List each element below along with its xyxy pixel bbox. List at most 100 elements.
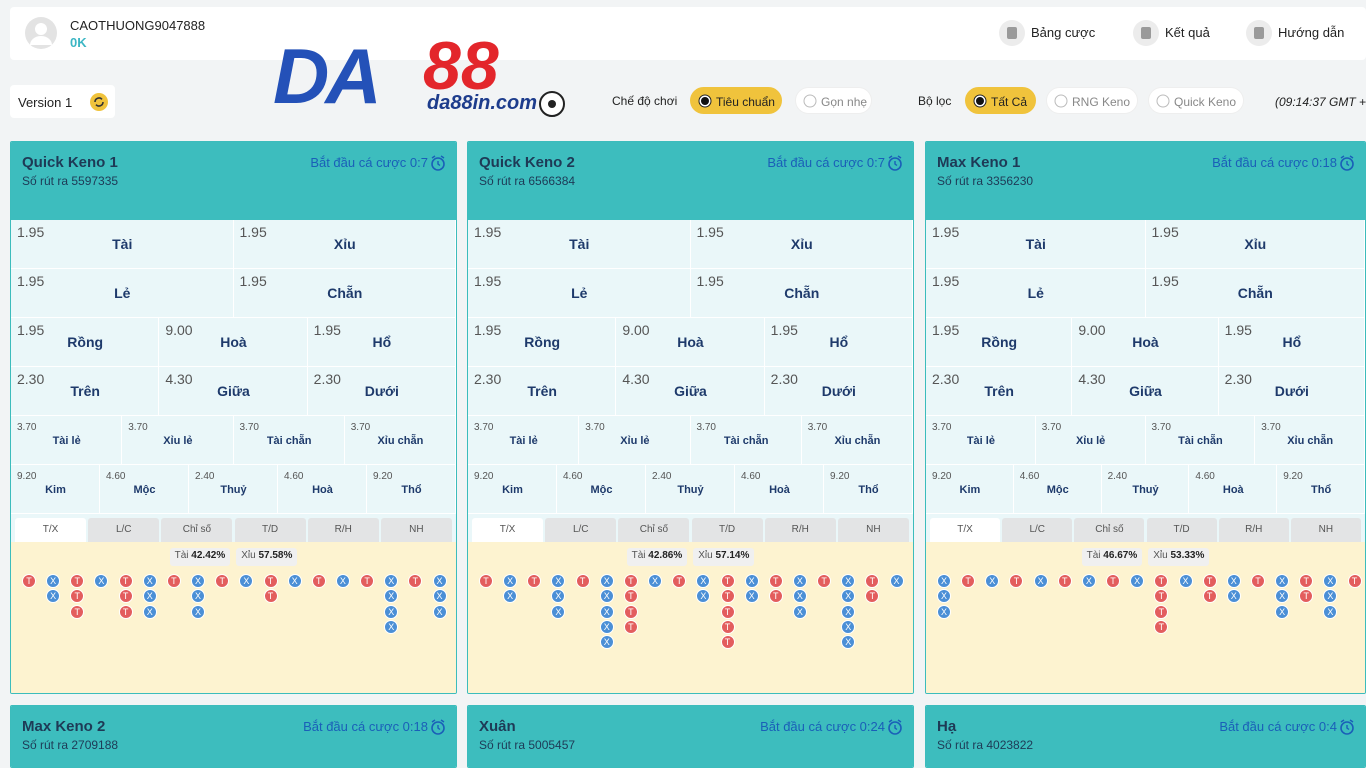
draw-number: Số rút ra 3356230 bbox=[937, 174, 1034, 188]
bet-cell[interactable]: 4.60 Mộc bbox=[1013, 465, 1102, 514]
bet-cell[interactable]: 3.70 Xỉu chẵn bbox=[801, 416, 913, 465]
road-tab[interactable]: L/C bbox=[88, 518, 160, 542]
logo-letters: DA bbox=[273, 32, 382, 120]
bet-cell[interactable]: 4.30 Giữa bbox=[159, 367, 308, 416]
bet-cell[interactable]: 2.40 Thuỷ bbox=[646, 465, 735, 514]
road-tab[interactable]: L/C bbox=[1002, 518, 1073, 542]
bet-cell[interactable]: 9.00 Hoà bbox=[616, 318, 765, 367]
bet-cell[interactable]: 3.70 Xỉu lẻ bbox=[122, 416, 234, 465]
game-name: Xuân bbox=[479, 718, 516, 735]
bet-cell[interactable]: 2.30 Dưới bbox=[1218, 367, 1365, 416]
countdown: Bắt đầu cá cược 0:7 bbox=[767, 155, 885, 170]
bet-cell[interactable]: 4.60 Hoà bbox=[735, 465, 824, 514]
bet-cell[interactable]: 3.70 Tài lẻ bbox=[468, 416, 580, 465]
bet-cell[interactable]: 1.95 Rồng bbox=[468, 318, 617, 367]
bet-cell[interactable]: 9.20 Kim bbox=[11, 465, 100, 514]
bet-cell[interactable]: 4.60 Hoà bbox=[1189, 465, 1278, 514]
road-tab[interactable]: T/X bbox=[15, 518, 87, 542]
road-tab[interactable]: Chỉ số bbox=[618, 518, 690, 542]
bet-cell[interactable]: 1.95 Xỉu bbox=[1145, 220, 1365, 269]
radio-option[interactable]: Tiêu chuẩn bbox=[690, 87, 782, 114]
road-tab[interactable]: NH bbox=[1290, 518, 1361, 542]
bet-cell[interactable]: 3.70 Tài lẻ bbox=[11, 416, 123, 465]
road-tab[interactable]: NH bbox=[380, 518, 452, 542]
bet-cell[interactable]: 9.20 Kim bbox=[468, 465, 557, 514]
nav-item[interactable]: Hướng dẫn bbox=[1246, 19, 1366, 47]
road-tab[interactable]: T/X bbox=[472, 518, 544, 542]
bet-cell[interactable]: 1.95 Rồng bbox=[11, 318, 160, 367]
bet-cell[interactable]: 2.30 Trên bbox=[926, 367, 1073, 416]
road-tab[interactable]: NH bbox=[837, 518, 909, 542]
road-tab[interactable]: T/D bbox=[1146, 518, 1217, 542]
nav-item[interactable]: Bảng cược bbox=[999, 19, 1119, 47]
bet-cell[interactable]: 2.30 Dưới bbox=[307, 367, 456, 416]
bet-cell[interactable]: 4.30 Giữa bbox=[616, 367, 765, 416]
bet-label: Lẻ bbox=[114, 285, 131, 301]
bet-cell[interactable]: 1.95 Rồng bbox=[926, 318, 1073, 367]
bet-cell[interactable]: 4.30 Giữa bbox=[1072, 367, 1219, 416]
version-box[interactable]: Version 1 bbox=[10, 85, 115, 118]
bet-cell[interactable]: 1.95 Chẵn bbox=[690, 269, 913, 318]
bet-cell[interactable]: 1.95 Lẻ bbox=[926, 269, 1146, 318]
bet-cell[interactable]: 9.00 Hoà bbox=[159, 318, 308, 367]
bet-cell[interactable]: 1.95 Tài bbox=[11, 220, 234, 269]
road-tab[interactable]: R/H bbox=[764, 518, 836, 542]
bet-cell[interactable]: 4.60 Mộc bbox=[100, 465, 189, 514]
radio-option[interactable]: RNG Keno bbox=[1046, 87, 1138, 114]
road-tab[interactable]: Chỉ số bbox=[161, 518, 233, 542]
road-tab[interactable]: L/C bbox=[545, 518, 617, 542]
bet-cell[interactable]: 2.40 Thuỷ bbox=[1101, 465, 1190, 514]
bet-cell[interactable]: 3.70 Xỉu chẵn bbox=[1255, 416, 1365, 465]
stat-value: 57.58% bbox=[258, 550, 293, 561]
bet-cell[interactable]: 1.95 Xỉu bbox=[233, 220, 456, 269]
bet-cell[interactable]: 3.70 Tài chẵn bbox=[233, 416, 345, 465]
nav-item[interactable]: Kết quả bbox=[1133, 19, 1253, 47]
bet-cell[interactable]: 9.20 Thổ bbox=[824, 465, 913, 514]
bet-cell[interactable]: 2.40 Thuỷ bbox=[189, 465, 278, 514]
bet-cell[interactable]: 3.70 Tài chẵn bbox=[1145, 416, 1256, 465]
road-tab[interactable]: R/H bbox=[307, 518, 379, 542]
bet-cell[interactable]: 1.95 Hổ bbox=[764, 318, 913, 367]
bet-cell[interactable]: 3.70 Tài lẻ bbox=[926, 416, 1036, 465]
balance: 0K bbox=[70, 35, 87, 50]
bet-cell[interactable]: 3.70 Tài chẵn bbox=[690, 416, 802, 465]
bet-cell[interactable]: 2.30 Trên bbox=[468, 367, 617, 416]
bet-cell[interactable]: 1.95 Lẻ bbox=[11, 269, 234, 318]
stat-pill: Xỉu 53.33% bbox=[1148, 548, 1210, 566]
bet-odds: 3.70 bbox=[128, 422, 148, 433]
bet-cell[interactable]: 3.70 Xỉu lẻ bbox=[1035, 416, 1146, 465]
road-tab[interactable]: T/X bbox=[930, 518, 1001, 542]
bet-cell[interactable]: 3.70 Xỉu chẵn bbox=[344, 416, 456, 465]
bet-cell[interactable]: 1.95 Hổ bbox=[1218, 318, 1365, 367]
radio-option[interactable]: Quick Keno bbox=[1148, 87, 1244, 114]
bet-cell[interactable]: 2.30 Dưới bbox=[764, 367, 913, 416]
bet-cell[interactable]: 1.95 Tài bbox=[926, 220, 1146, 269]
bet-cell[interactable]: 1.95 Tài bbox=[468, 220, 691, 269]
bet-cell[interactable]: 2.30 Trên bbox=[11, 367, 160, 416]
bet-cell[interactable]: 1.95 Chẵn bbox=[233, 269, 456, 318]
road-tab[interactable]: Chỉ số bbox=[1074, 518, 1145, 542]
radio-option[interactable]: Gọn nhẹ bbox=[795, 87, 872, 114]
bet-label: Hoà bbox=[220, 334, 247, 350]
bet-odds: 2.30 bbox=[1224, 371, 1252, 387]
bet-cell[interactable]: 9.20 Thổ bbox=[1277, 465, 1365, 514]
bead: T bbox=[817, 574, 832, 588]
bet-cell[interactable]: 9.20 Thổ bbox=[367, 465, 456, 514]
bet-cell[interactable]: 1.95 Lẻ bbox=[468, 269, 691, 318]
bet-cell[interactable]: 1.95 Chẵn bbox=[1145, 269, 1365, 318]
bet-cell[interactable]: 3.70 Xỉu lẻ bbox=[579, 416, 691, 465]
bet-label: Thuỷ bbox=[677, 484, 704, 496]
bet-cell[interactable]: 4.60 Mộc bbox=[557, 465, 646, 514]
road-tab[interactable]: T/D bbox=[234, 518, 306, 542]
radio-option[interactable]: Tất Cả bbox=[965, 87, 1036, 114]
logo-site: da88in.com bbox=[427, 92, 538, 114]
bet-cell[interactable]: 9.00 Hoà bbox=[1072, 318, 1219, 367]
bet-cell[interactable]: 4.60 Hoà bbox=[278, 465, 367, 514]
bet-cell[interactable]: 1.95 Xỉu bbox=[690, 220, 913, 269]
bet-cell[interactable]: 1.95 Hổ bbox=[307, 318, 456, 367]
road-tab[interactable]: T/D bbox=[691, 518, 763, 542]
radio-dot bbox=[803, 94, 817, 108]
bet-label: Chẵn bbox=[1237, 285, 1273, 301]
bet-cell[interactable]: 9.20 Kim bbox=[926, 465, 1014, 514]
road-tab[interactable]: R/H bbox=[1218, 518, 1289, 542]
